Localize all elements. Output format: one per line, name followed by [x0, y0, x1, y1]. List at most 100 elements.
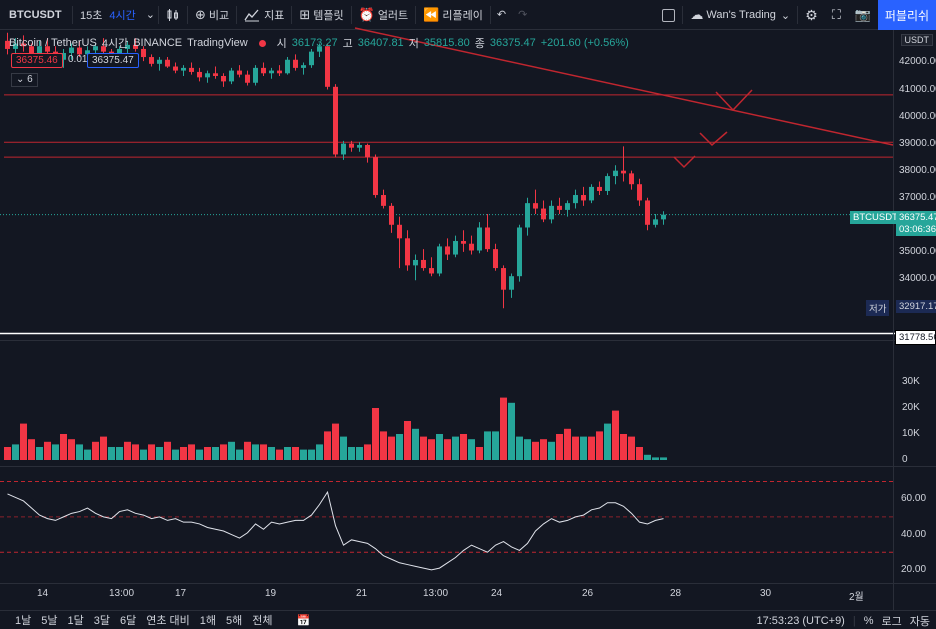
- candle-body: [261, 67, 266, 74]
- volume-bar: [460, 434, 467, 460]
- price-tick-label: 40000.00: [899, 110, 936, 122]
- volume-bar: [556, 434, 563, 460]
- volume-tick-label: 10K: [902, 428, 920, 439]
- volume-bar: [580, 436, 587, 460]
- fullscreen-button[interactable]: ⛶: [825, 0, 848, 30]
- volume-bar: [148, 444, 155, 460]
- volume-bar: [380, 431, 387, 460]
- compare-button[interactable]: ⊕ 비교: [188, 0, 236, 30]
- candle-body: [365, 144, 370, 158]
- templates-button[interactable]: ⊞ 템플릿: [292, 0, 350, 30]
- legend-close-label: 종: [474, 38, 485, 50]
- auto-toggle[interactable]: 자동: [909, 615, 930, 628]
- templates-label: 템플릿: [313, 9, 344, 22]
- time-tick-label: 17: [175, 588, 187, 599]
- range-button[interactable]: 1달: [67, 615, 84, 627]
- chart-legend: Bitcoin / TetherUS 4시간 BINANCE TradingVi…: [9, 35, 629, 51]
- candle-body: [229, 70, 234, 82]
- candle-body: [517, 227, 522, 277]
- rsi-tick-label: 40.00: [901, 528, 927, 540]
- legend-close: 36375.47: [489, 37, 536, 49]
- percent-toggle[interactable]: %: [863, 614, 874, 627]
- settings-button[interactable]: ⚙: [798, 0, 825, 30]
- candle-body: [85, 50, 90, 55]
- candle-body: [245, 74, 250, 83]
- time-tick-label: 14: [37, 588, 49, 599]
- snapshot-button[interactable]: 📷: [848, 0, 878, 30]
- chart-type-button[interactable]: [159, 0, 187, 30]
- undo-button[interactable]: ↶: [491, 0, 512, 30]
- volume-bar: [36, 447, 43, 460]
- fullscreen-toggle[interactable]: [655, 0, 682, 30]
- candle-body: [597, 186, 602, 191]
- chart-canvas[interactable]: [0, 0, 936, 610]
- volume-bar: [132, 444, 139, 460]
- candle-body: [197, 71, 202, 78]
- candle-body: [557, 205, 562, 210]
- indicators-collapse-button[interactable]: ⌄ 6: [11, 73, 38, 87]
- candle-body: [21, 43, 26, 47]
- log-toggle[interactable]: 로그: [881, 615, 902, 628]
- candle-body: [485, 227, 490, 250]
- price-tick-label: 38000.00: [899, 164, 936, 176]
- sell-button[interactable]: 36375.46: [11, 53, 63, 68]
- alarm-clock-icon: ⏰: [358, 6, 375, 22]
- range-button[interactable]: 1해: [199, 615, 217, 627]
- publish-button[interactable]: 퍼블리쉬: [878, 0, 936, 30]
- volume-bar: [516, 436, 523, 460]
- candle-body: [653, 219, 658, 225]
- interval-dropdown-icon[interactable]: ⌄: [145, 9, 155, 21]
- candle-body: [349, 143, 354, 148]
- rsi-tick-label: 20.00: [901, 563, 927, 575]
- candle-body: [341, 143, 346, 155]
- currency-label[interactable]: USDT: [900, 34, 933, 46]
- plus-circle-icon: ⊕: [194, 6, 206, 22]
- volume-bar: [292, 447, 299, 460]
- volume-bar: [436, 434, 443, 460]
- grid-icon: ⊞: [299, 6, 311, 22]
- range-button[interactable]: 연초 대비: [146, 615, 190, 627]
- alert-button[interactable]: ⏰ 얼러트: [352, 0, 416, 30]
- candle-body: [605, 176, 610, 191]
- candle-body: [45, 46, 50, 52]
- volume-bar: [76, 444, 83, 460]
- volume-bar: [540, 439, 547, 460]
- candle-body: [29, 46, 34, 58]
- buy-button[interactable]: 36375.47: [87, 53, 139, 68]
- volume-bar: [44, 441, 51, 460]
- volume-bar: [564, 428, 571, 460]
- range-button[interactable]: 6달: [120, 615, 137, 627]
- interval-4h[interactable]: 4시간: [109, 9, 136, 22]
- symbol-search[interactable]: BTCUSDT: [9, 8, 62, 21]
- camera-icon: 📷: [854, 7, 871, 22]
- indicators-label: 지표: [264, 9, 285, 22]
- candle-body: [293, 59, 298, 68]
- candle-body: [525, 203, 530, 228]
- volume-bar: [204, 447, 211, 460]
- price-tick-label: 41000.00: [899, 83, 936, 95]
- candle-body: [325, 46, 330, 87]
- goto-date-button[interactable]: 📅: [292, 614, 316, 627]
- candle-body: [149, 57, 154, 64]
- layout-menu[interactable]: ☁ Wan's Trading ⌄: [683, 0, 797, 30]
- date-range-list: 1날 5날 1달 3달 6달 연초 대비 1해 5해 전체: [0, 612, 278, 628]
- volume-bar: [420, 436, 427, 460]
- volume-bar: [268, 447, 275, 460]
- candle-body: [93, 46, 98, 51]
- indicators-button[interactable]: 지표: [237, 0, 291, 30]
- range-button[interactable]: 3달: [93, 615, 110, 627]
- bottom-toolbar: 1날 5날 1달 3달 6달 연초 대비 1해 5해 전체 📅 17:53:23 (UTC+9)…: [0, 610, 936, 629]
- volume-bar: [636, 447, 643, 460]
- volume-bar: [612, 410, 619, 460]
- range-button[interactable]: 전체: [252, 615, 273, 627]
- range-button[interactable]: 5날: [41, 615, 58, 627]
- range-button[interactable]: 5해: [226, 615, 243, 627]
- range-button[interactable]: 1날: [15, 615, 32, 627]
- redo-button[interactable]: ↷: [512, 0, 533, 30]
- volume-bar: [372, 408, 379, 460]
- replay-button[interactable]: ⏪ 리플레이: [416, 0, 490, 30]
- clock[interactable]: 17:53:23 (UTC+9): [756, 614, 845, 627]
- candle-body: [237, 70, 242, 75]
- interval-15s[interactable]: 15초: [80, 9, 103, 22]
- toolbar-right: ☁ Wan's Trading ⌄ ⚙ ⛶ 📷: [655, 0, 878, 30]
